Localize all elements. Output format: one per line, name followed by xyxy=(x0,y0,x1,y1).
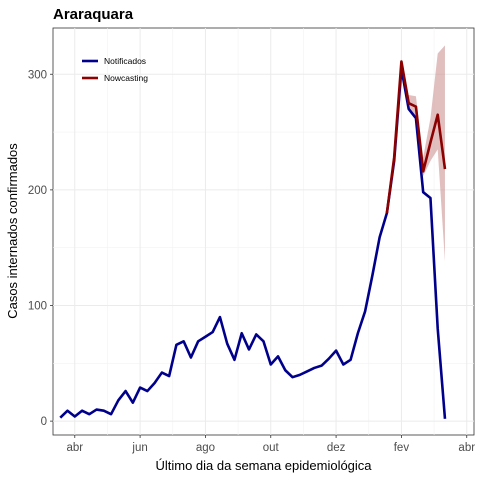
series-lines xyxy=(59,60,447,419)
series-line-nowcasting xyxy=(385,60,447,214)
plot-panel-border xyxy=(52,27,475,436)
plot-panel xyxy=(52,27,475,436)
x-tick-label: jun xyxy=(131,442,147,454)
x-axis-title: Último dia da semana epidemiológica xyxy=(155,458,372,473)
y-tick-label: 200 xyxy=(28,185,47,197)
nowcasting-interval xyxy=(386,45,445,262)
grid xyxy=(53,28,474,435)
x-tick-label: out xyxy=(263,442,280,454)
series-line-notificados xyxy=(59,67,447,419)
x-tick-label: ago xyxy=(196,442,215,454)
legend: Notificados Nowcasting xyxy=(82,56,148,83)
nowcasting-interval-band xyxy=(386,45,445,262)
y-tick-label: 300 xyxy=(28,69,47,81)
y-tick-label: 100 xyxy=(28,301,47,313)
x-tick-label: abr xyxy=(458,442,475,454)
legend-label-nowcasting: Nowcasting xyxy=(104,73,148,83)
y-tick-label: 0 xyxy=(41,416,47,428)
x-tick-label: abr xyxy=(66,442,83,454)
legend-label-notificados: Notificados xyxy=(104,56,146,66)
x-tick-label: fev xyxy=(394,442,410,454)
y-axis: 0 100 200 300 xyxy=(28,69,53,428)
x-tick-label: dez xyxy=(327,442,346,454)
chart-title: Araraquara xyxy=(53,6,134,23)
y-axis-title: Casos internados confirmados xyxy=(5,143,20,319)
x-axis: abr jun ago out dez fev abr xyxy=(66,435,475,454)
